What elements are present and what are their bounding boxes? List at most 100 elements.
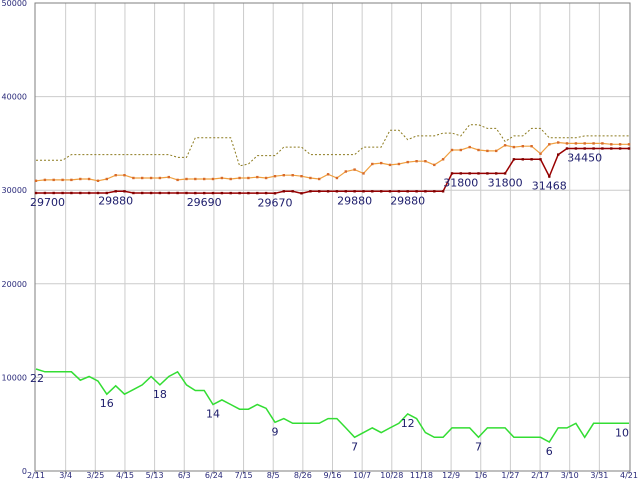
series-point xyxy=(610,143,613,146)
x-axis-tick-labels: 2/11 3/4 3/25 4/15 5/13 6/3 6/24 7/15 8/5 8/26 9/1… xyxy=(27,471,638,480)
series-point xyxy=(132,191,135,195)
series-point xyxy=(87,191,91,195)
series-point xyxy=(548,143,551,146)
series-point xyxy=(300,175,303,178)
series-point xyxy=(203,177,206,181)
data-label: 29700 xyxy=(30,196,65,209)
plot-frame xyxy=(34,2,631,472)
series-point xyxy=(459,172,462,175)
series-point xyxy=(627,147,631,150)
series-point xyxy=(326,173,330,176)
series-point xyxy=(388,190,392,193)
series-point xyxy=(618,147,622,150)
series-point xyxy=(530,145,533,148)
series-point xyxy=(477,148,480,152)
series-point xyxy=(362,172,365,175)
data-labels: 29700 29880 29690 29670 29880 29880 31800 31800… xyxy=(30,152,629,459)
series-point xyxy=(503,144,507,147)
series-point xyxy=(326,190,330,193)
series-point xyxy=(256,175,259,179)
series-point xyxy=(238,176,241,180)
series-point xyxy=(70,191,73,195)
x-tick-label: 3/4 xyxy=(59,471,72,480)
series-point xyxy=(282,190,285,193)
series-point xyxy=(264,191,268,195)
series-point xyxy=(185,177,188,181)
series-point xyxy=(433,190,436,193)
series-point xyxy=(256,191,259,195)
series-line xyxy=(36,147,629,195)
series-point xyxy=(486,172,489,175)
series-point xyxy=(433,163,436,167)
series-point xyxy=(450,172,454,175)
series-point xyxy=(105,177,108,181)
x-tick-label: 6/3 xyxy=(178,471,191,480)
series-point xyxy=(530,158,533,161)
series-point xyxy=(264,176,268,180)
series-point xyxy=(627,143,631,146)
series-point xyxy=(486,149,489,153)
series-point xyxy=(203,191,206,195)
series-point xyxy=(247,191,250,195)
series-point xyxy=(114,190,117,193)
series-point xyxy=(557,153,560,156)
data-label: 31800 xyxy=(488,176,523,189)
series-point xyxy=(61,191,64,195)
series-point xyxy=(539,152,542,155)
x-tick-label: 2/17 xyxy=(531,471,549,480)
series-point xyxy=(176,178,179,182)
data-label: 7 xyxy=(351,440,358,453)
series-point xyxy=(309,176,312,180)
series-point xyxy=(601,142,604,145)
series-point xyxy=(43,178,47,182)
series-point xyxy=(61,178,64,182)
series-line xyxy=(35,368,629,443)
series-point xyxy=(574,142,578,145)
x-tick-label: 3/25 xyxy=(86,471,104,480)
series-point xyxy=(79,191,82,195)
series-line xyxy=(36,124,629,167)
series-point xyxy=(565,147,569,150)
data-label: 29880 xyxy=(390,194,425,207)
data-label: 7 xyxy=(475,440,482,453)
x-tick-label: 8/26 xyxy=(294,471,312,480)
series-point xyxy=(194,177,197,181)
series-point xyxy=(273,192,277,195)
series-point xyxy=(220,176,224,180)
series-point xyxy=(123,174,126,177)
series-point xyxy=(123,190,126,193)
x-tick-label: 4/21 xyxy=(620,471,638,480)
series-point xyxy=(300,192,303,195)
data-label: 31800 xyxy=(443,176,478,189)
series-point xyxy=(229,191,232,195)
series-point xyxy=(291,190,294,193)
y-axis-tick-labels: 0 10000 20000 30000 40000 50000 xyxy=(2,0,27,476)
data-label: 9 xyxy=(272,425,279,438)
x-tick-label: 9/16 xyxy=(324,471,342,480)
x-tick-label: 10/28 xyxy=(380,471,403,480)
series-point xyxy=(96,191,100,195)
series-point xyxy=(211,191,215,195)
data-label: 31468 xyxy=(532,180,567,193)
series-point xyxy=(194,191,197,195)
series-point xyxy=(397,162,401,166)
series-point xyxy=(512,145,516,149)
x-tick-label: 5/13 xyxy=(146,471,164,480)
y-tick-label: 40000 xyxy=(2,93,27,102)
series-point xyxy=(114,174,117,177)
data-label: 29880 xyxy=(337,194,372,207)
series-point xyxy=(149,176,153,180)
series-point xyxy=(79,177,82,181)
series-point xyxy=(592,142,595,145)
series-point xyxy=(158,191,162,195)
series-point xyxy=(318,177,321,181)
series-point xyxy=(406,190,409,193)
y-tick-label: 50000 xyxy=(2,0,27,8)
series-point xyxy=(583,147,586,150)
series-point xyxy=(87,177,91,181)
series-point xyxy=(70,178,73,182)
series-point xyxy=(424,160,427,163)
series-point xyxy=(43,191,47,195)
series-point xyxy=(574,147,578,150)
series-point xyxy=(211,177,215,181)
